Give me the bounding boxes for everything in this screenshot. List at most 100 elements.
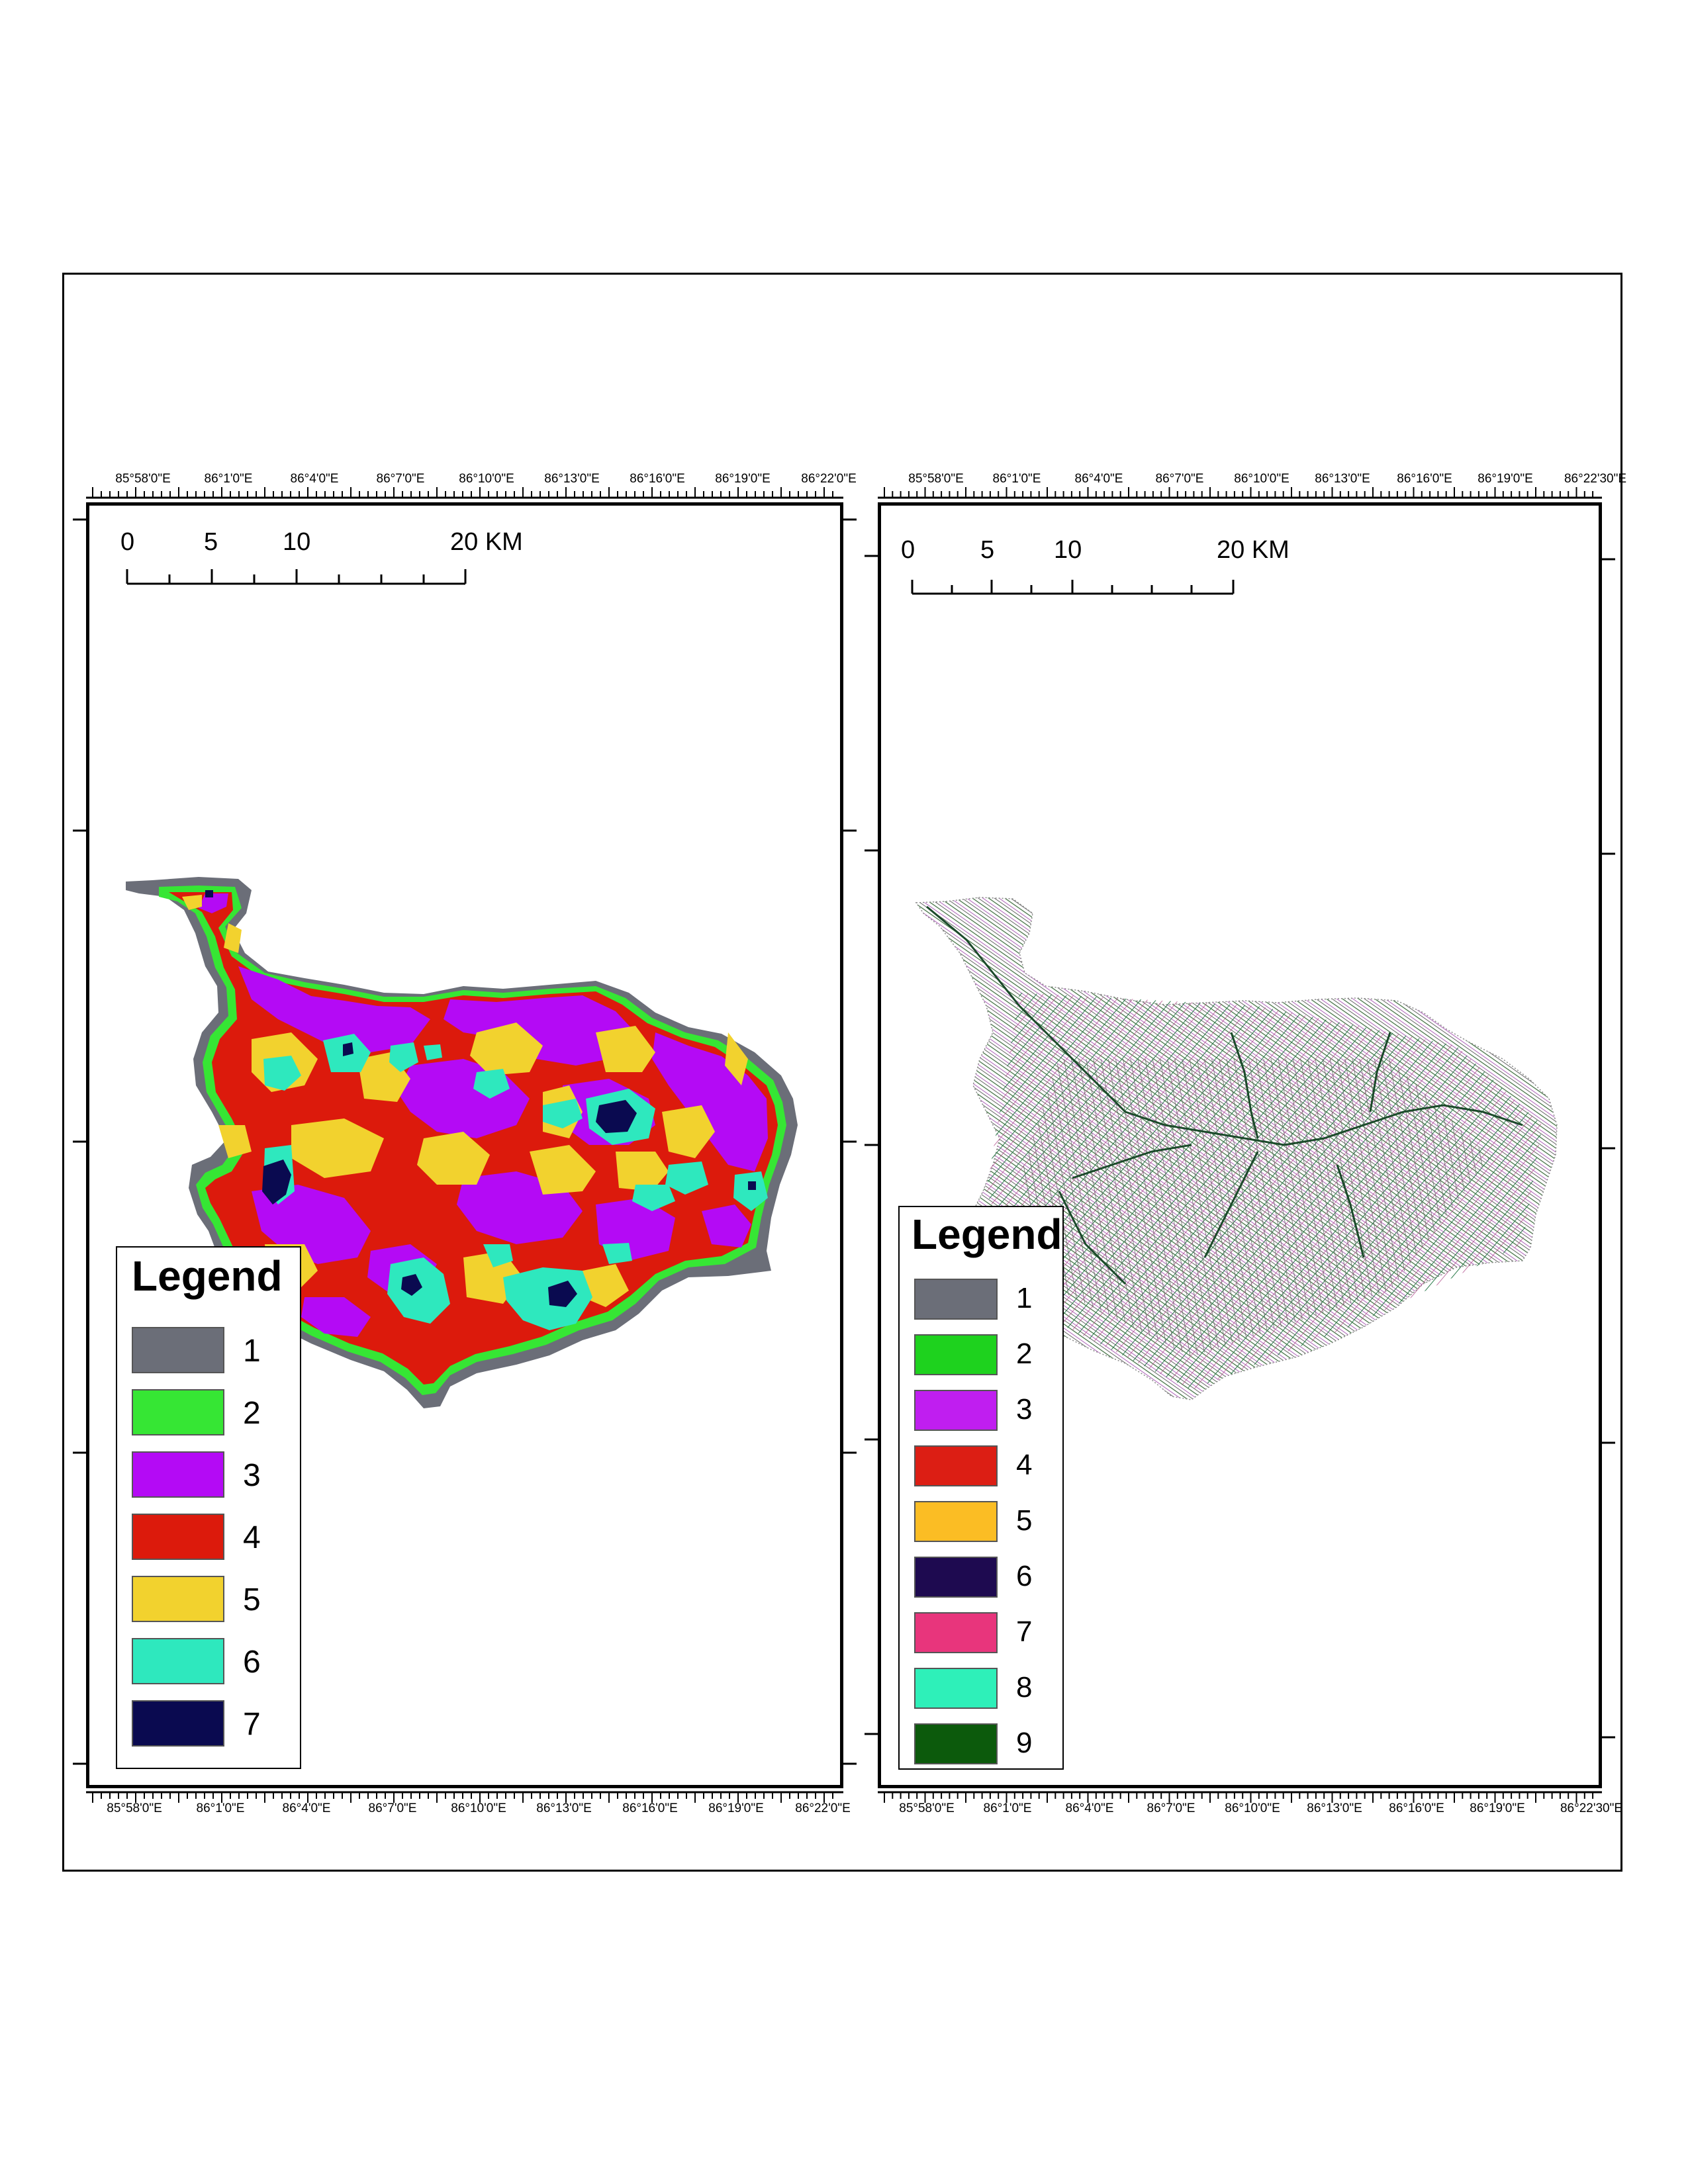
left-legend-swatch-1	[132, 1327, 224, 1373]
left-bottom-coord-1: 85°58'0"E	[107, 1801, 162, 1815]
right-legend-swatch-9	[914, 1723, 998, 1764]
right-bottom-coord-5: 86°10'0"E	[1225, 1801, 1280, 1815]
left-bottom-coord-9: 86°22'0"E	[795, 1801, 851, 1815]
right-legend-item-5: 5	[914, 1501, 1037, 1547]
right-stream-watershed	[915, 897, 1558, 1400]
right-legend-label-5: 5	[1016, 1504, 1033, 1537]
left-legend-swatch-5	[132, 1576, 224, 1622]
right-legend-swatch-1	[914, 1279, 998, 1320]
left-legend-label-4: 4	[243, 1520, 261, 1555]
right-legend-label-2: 2	[1016, 1338, 1033, 1370]
right-legend-swatch-5	[914, 1501, 998, 1542]
left-legend-label-3: 3	[243, 1458, 261, 1493]
left-map-ticks	[86, 496, 843, 1794]
right-bottom-coord-7: 86°16'0"E	[1389, 1801, 1444, 1815]
right-top-coord-8: 86°19'0"E	[1477, 472, 1533, 486]
left-side-ticks	[73, 518, 857, 1765]
right-scale-label-20: 20 KM	[1217, 536, 1289, 564]
left-legend-swatch-7	[132, 1700, 224, 1747]
left-scale-label-20: 20 KM	[450, 528, 523, 556]
right-bottom-coord-9: 86°22'30"E	[1560, 1801, 1623, 1815]
left-bottom-coord-7: 86°16'0"E	[622, 1801, 678, 1815]
right-legend-item-7: 7	[914, 1612, 1037, 1659]
right-legend-swatch-2	[914, 1334, 998, 1375]
right-legend-label-9: 9	[1016, 1727, 1033, 1759]
left-legend-item-6: 6	[132, 1638, 264, 1684]
right-top-coord-3: 86°4'0"E	[1074, 472, 1123, 486]
right-bottom-coord-3: 86°4'0"E	[1065, 1801, 1114, 1815]
right-scale-label-5: 5	[980, 536, 995, 564]
left-top-coord-1: 85°58'0"E	[115, 472, 171, 486]
left-top-coord-7: 86°16'0"E	[630, 472, 685, 486]
left-legend-item-1: 1	[132, 1327, 264, 1373]
left-legend-item-3: 3	[132, 1451, 264, 1498]
left-top-coord-8: 86°19'0"E	[715, 472, 771, 486]
left-legend-label-7: 7	[243, 1707, 261, 1742]
left-legend-label-2: 2	[243, 1396, 261, 1431]
left-legend-item-2: 2	[132, 1389, 264, 1435]
right-top-coord-5: 86°10'0"E	[1234, 472, 1289, 486]
right-legend-swatch-6	[914, 1557, 998, 1598]
right-bottom-coord-6: 86°13'0"E	[1307, 1801, 1362, 1815]
right-legend-title: Legend	[912, 1210, 1062, 1258]
left-scale-label-5: 5	[204, 528, 218, 556]
left-top-coord-5: 86°10'0"E	[459, 472, 514, 486]
left-legend-item-7: 7	[132, 1700, 264, 1747]
left-bottom-coord-4: 86°7'0"E	[368, 1801, 417, 1815]
left-legend-swatch-4	[132, 1514, 224, 1560]
left-top-coord-9: 86°22'0"E	[801, 472, 857, 486]
left-legend-label-1: 1	[243, 1334, 261, 1369]
left-classified-watershed	[126, 877, 798, 1408]
right-legend-item-9: 9	[914, 1723, 1037, 1770]
right-top-coord-4: 86°7'0"E	[1155, 472, 1204, 486]
right-legend-item-1: 1	[914, 1279, 1037, 1325]
right-bottom-coord-1: 85°58'0"E	[899, 1801, 955, 1815]
left-bottom-coord-8: 86°19'0"E	[708, 1801, 764, 1815]
left-top-coord-3: 86°4'0"E	[290, 472, 339, 486]
right-scale-label-0: 0	[901, 536, 915, 564]
left-top-coord-4: 86°7'0"E	[376, 472, 425, 486]
right-legend-label-6: 6	[1016, 1560, 1033, 1592]
right-legend-item-6: 6	[914, 1557, 1037, 1603]
right-legend-label-4: 4	[1016, 1449, 1033, 1481]
left-legend-swatch-2	[132, 1389, 224, 1435]
map-layout-frame	[62, 273, 1622, 1872]
right-legend-label-7: 7	[1016, 1615, 1033, 1648]
left-bottom-coord-5: 86°10'0"E	[451, 1801, 506, 1815]
right-legend-label-3: 3	[1016, 1393, 1033, 1426]
right-top-coord-1: 85°58'0"E	[908, 472, 964, 486]
class-5-patches	[182, 895, 748, 1307]
left-legend-title: Legend	[132, 1252, 283, 1300]
right-legend-swatch-7	[914, 1612, 998, 1653]
right-bottom-coord-4: 86°7'0"E	[1147, 1801, 1196, 1815]
left-top-coord-2: 86°1'0"E	[204, 472, 253, 486]
left-bottom-coord-6: 86°13'0"E	[536, 1801, 592, 1815]
left-top-coord-6: 86°13'0"E	[544, 472, 600, 486]
class-7-patches	[205, 890, 756, 1307]
right-legend-swatch-8	[914, 1668, 998, 1709]
left-legend-item-4: 4	[132, 1514, 264, 1560]
left-legend-item-5: 5	[132, 1576, 264, 1622]
left-scale-label-10: 10	[283, 528, 311, 556]
left-legend-swatch-3	[132, 1451, 224, 1498]
right-bottom-coord-2: 86°1'0"E	[983, 1801, 1032, 1815]
left-bottom-coord-2: 86°1'0"E	[196, 1801, 245, 1815]
right-legend-item-2: 2	[914, 1334, 1037, 1381]
left-bottom-coord-3: 86°4'0"E	[282, 1801, 331, 1815]
right-legend-item-8: 8	[914, 1668, 1037, 1714]
right-top-coord-9: 86°22'30"E	[1564, 472, 1627, 486]
right-legend: Legend 1 2 3 4 5 6 7 8 9	[898, 1206, 1064, 1770]
left-scale-label-0: 0	[120, 528, 135, 556]
left-legend-label-5: 5	[243, 1582, 261, 1617]
right-bottom-coord-8: 86°19'0"E	[1470, 1801, 1525, 1815]
right-top-coord-2: 86°1'0"E	[992, 472, 1041, 486]
right-scale-label-10: 10	[1054, 536, 1082, 564]
right-legend-item-3: 3	[914, 1390, 1037, 1436]
right-top-coord-7: 86°16'0"E	[1397, 472, 1452, 486]
right-legend-item-4: 4	[914, 1445, 1037, 1492]
right-legend-swatch-4	[914, 1445, 998, 1486]
left-scale-bar	[126, 569, 467, 585]
left-legend-swatch-6	[132, 1638, 224, 1684]
right-legend-label-1: 1	[1016, 1282, 1033, 1314]
